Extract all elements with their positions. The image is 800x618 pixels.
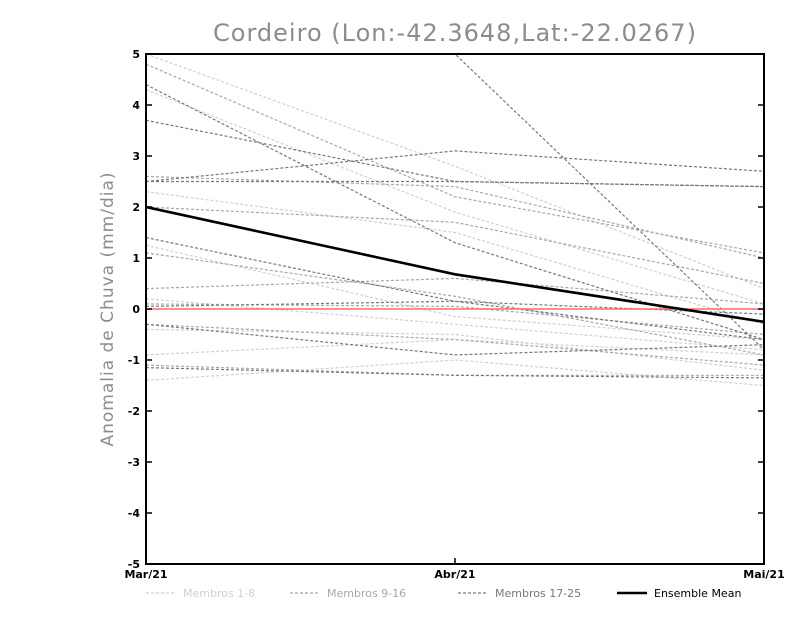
y-axis-ticks: 5 4 3 2 1 0 -1 -2 -3 -4 -5 bbox=[128, 48, 764, 571]
y-tick-label: -2 bbox=[128, 405, 140, 418]
member-line-group2-8 bbox=[146, 175, 764, 259]
member-line-group2-7 bbox=[146, 364, 764, 376]
y-tick-label: -1 bbox=[128, 354, 140, 367]
member-line-group1-7 bbox=[146, 359, 764, 387]
legend-label: Membros 17-25 bbox=[495, 587, 581, 600]
y-tick-label: -5 bbox=[128, 558, 140, 571]
member-line-group1-4 bbox=[146, 244, 764, 341]
legend-label: Membros 1-8 bbox=[183, 587, 255, 600]
member-line-group3-4 bbox=[146, 180, 764, 188]
y-tick-label: 3 bbox=[132, 150, 140, 163]
member-line-group1-3 bbox=[146, 191, 764, 325]
y-tick-label: -4 bbox=[128, 507, 141, 520]
member-line-group3-5 bbox=[146, 237, 764, 315]
member-line-group3-8 bbox=[146, 367, 764, 379]
y-tick-label: 5 bbox=[132, 48, 140, 61]
legend-label: Membros 9-16 bbox=[327, 587, 406, 600]
x-tick-label: Mar/21 bbox=[124, 568, 167, 581]
member-line-group3-6 bbox=[146, 300, 764, 341]
y-tick-label: 2 bbox=[132, 201, 140, 214]
member-line-group2-1 bbox=[146, 63, 764, 254]
member-line-group2-6 bbox=[146, 323, 764, 366]
y-tick-label: 1 bbox=[132, 252, 140, 265]
member-line-group1-2 bbox=[146, 89, 764, 305]
member-line-group3-7 bbox=[146, 323, 764, 356]
x-axis-ticks: Mar/21 Abr/21 Mai/21 bbox=[124, 558, 785, 581]
member-line-group2-4 bbox=[146, 277, 764, 305]
y-axis-label: Anomalia de Chuva (mm/dia) bbox=[98, 171, 118, 446]
member-line-group1-5 bbox=[146, 298, 764, 351]
member-line-group1-8 bbox=[146, 338, 764, 356]
member-line-group3-9 bbox=[451, 54, 764, 351]
ensemble-mean-line bbox=[146, 205, 764, 324]
member-line-group3-2 bbox=[146, 119, 764, 188]
member-line-group2-3 bbox=[146, 252, 764, 356]
member-line-group1-1 bbox=[146, 54, 764, 290]
member-line-group2-5 bbox=[146, 303, 764, 336]
member-line-group1-6 bbox=[146, 328, 764, 371]
chart-title: Cordeiro (Lon:-42.3648,Lat:-22.0267) bbox=[213, 19, 697, 47]
legend-label: Ensemble Mean bbox=[654, 587, 741, 600]
member-line-group3-1 bbox=[146, 84, 764, 341]
ensemble-member-lines bbox=[146, 54, 764, 387]
legend: Membros 1-8 Membros 9-16 Membros 17-25 Ense… bbox=[146, 587, 741, 600]
ensemble-mean-layer bbox=[146, 205, 764, 324]
x-tick-label: Mai/21 bbox=[743, 568, 784, 581]
member-line-group3-3 bbox=[146, 150, 764, 183]
x-tick-label: Abr/21 bbox=[434, 568, 475, 581]
y-tick-label: -3 bbox=[128, 456, 140, 469]
y-tick-label: 4 bbox=[132, 99, 140, 112]
y-tick-label: 0 bbox=[132, 303, 140, 316]
member-line-group2-2 bbox=[146, 206, 764, 285]
